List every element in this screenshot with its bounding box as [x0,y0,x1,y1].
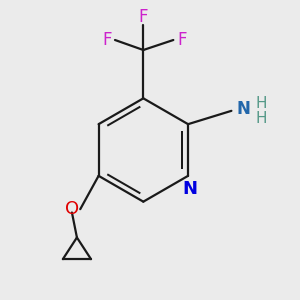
Text: H: H [256,96,267,111]
Text: N: N [236,100,250,118]
Text: H: H [256,111,267,126]
Text: F: F [177,31,186,49]
Text: N: N [182,180,197,198]
Text: F: F [139,8,148,26]
Text: F: F [102,31,111,49]
Text: O: O [65,200,79,218]
